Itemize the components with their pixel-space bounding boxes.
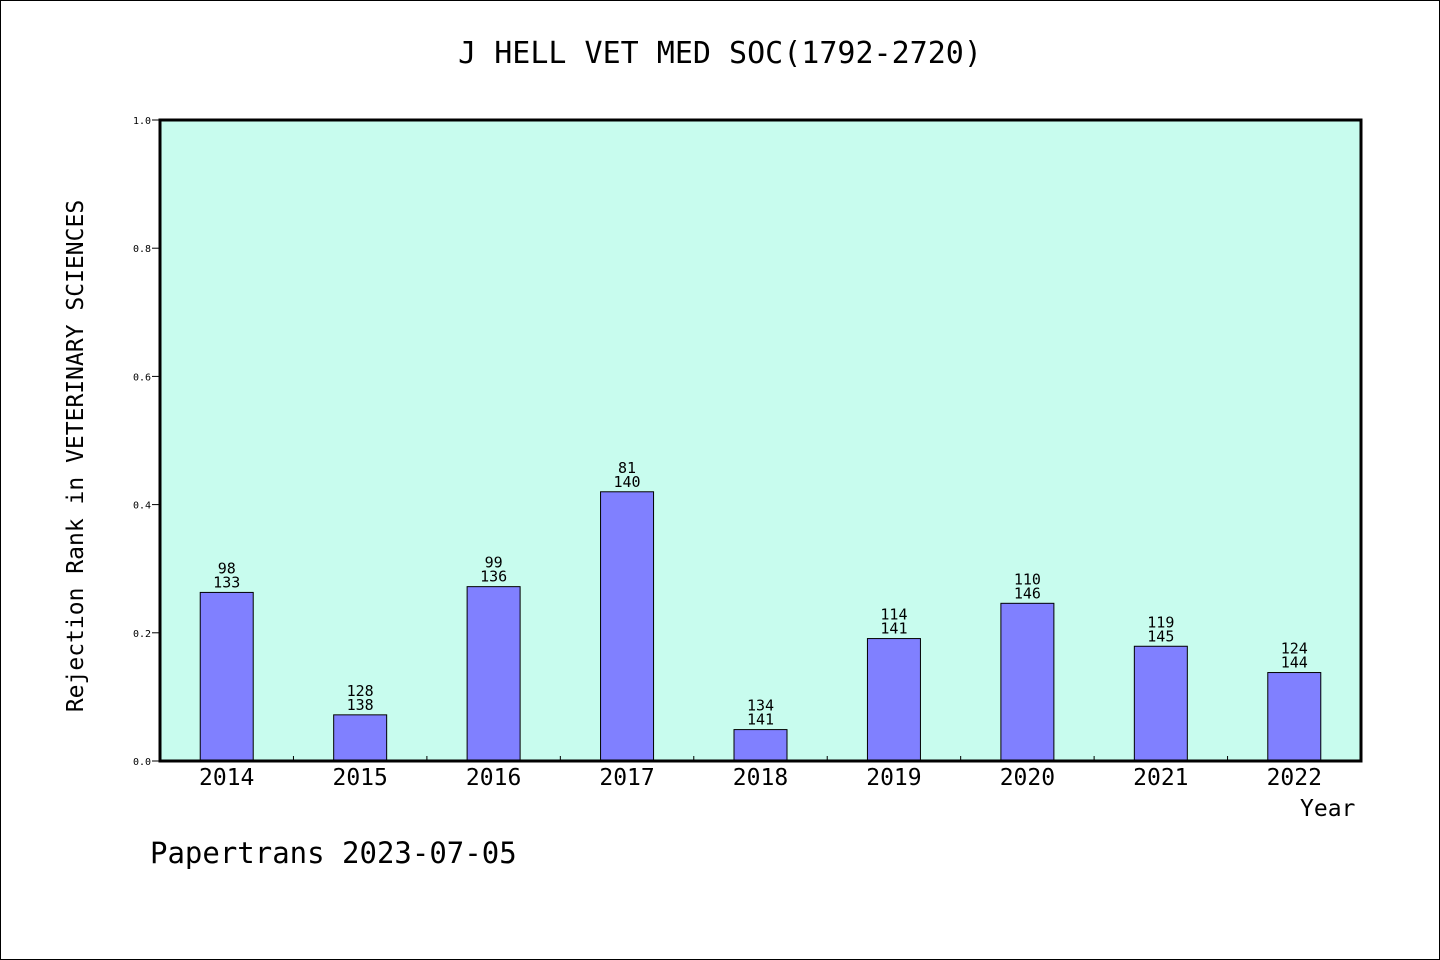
bar-rank-label: 119 <box>1147 613 1174 631</box>
footer-credit: Papertrans 2023-07-05 <box>150 836 517 870</box>
x-tick-label: 2018 <box>733 765 788 791</box>
bar-rank-label: 124 <box>1281 640 1308 658</box>
bar-total-label: 138 <box>347 696 374 714</box>
bars-group: 9813312813899136811401341411141411101461… <box>199 459 1322 762</box>
bar <box>466 586 521 762</box>
bar <box>1000 602 1055 762</box>
bar-rank-label: 81 <box>618 459 636 477</box>
bar-rank-label: 98 <box>218 559 236 577</box>
x-tick-label: 2021 <box>1133 765 1188 791</box>
x-tick-label: 2019 <box>866 765 921 791</box>
chart-title: J HELL VET MED SOC(1792-2720) <box>458 36 982 71</box>
bar <box>199 591 254 762</box>
x-axis-label: Year <box>1300 796 1356 822</box>
bar-total-label: 146 <box>1014 584 1041 602</box>
plot-border <box>158 118 1363 763</box>
bar <box>333 714 388 762</box>
x-tick-label: 2020 <box>1000 765 1055 791</box>
bar-rank-label: 128 <box>347 682 374 700</box>
bar-total-label: 141 <box>880 620 907 638</box>
x-tick-label: 2014 <box>199 765 254 791</box>
y-tick-label: 1.0 <box>133 116 151 127</box>
y-tick-label: 0.2 <box>133 629 151 640</box>
y-tick-label: 0.8 <box>133 244 151 255</box>
x-tick-label: 2022 <box>1267 765 1322 791</box>
bar-total-label: 140 <box>614 473 641 491</box>
bar-total-label: 141 <box>747 711 774 729</box>
y-tick-label: 0.0 <box>133 757 151 768</box>
bar-rank-label: 114 <box>880 606 907 624</box>
bar-total-label: 144 <box>1281 654 1308 672</box>
y-tick-label: 0.4 <box>133 501 151 512</box>
bar-rank-label: 99 <box>485 554 503 572</box>
x-axis-ticks: 2014 2015 2016 2017 2018 2019 2020 2021 2022 <box>199 756 1322 791</box>
bar-rank-label: 134 <box>747 697 774 715</box>
bar <box>600 491 655 762</box>
bar <box>1267 672 1322 762</box>
y-axis-ticks: 0.0 0.2 0.4 0.6 0.8 1.0 <box>133 116 160 768</box>
bar-total-label: 136 <box>480 568 507 586</box>
y-tick-label: 0.6 <box>133 372 151 383</box>
bar-rank-label: 110 <box>1014 570 1041 588</box>
bar <box>866 638 921 762</box>
bar <box>733 729 788 762</box>
bar <box>1133 645 1188 762</box>
bar-total-label: 133 <box>213 573 240 591</box>
x-tick-label: 2016 <box>466 765 521 791</box>
x-tick-label: 2017 <box>599 765 654 791</box>
bar-total-label: 145 <box>1147 627 1174 645</box>
x-tick-label: 2015 <box>332 765 387 791</box>
